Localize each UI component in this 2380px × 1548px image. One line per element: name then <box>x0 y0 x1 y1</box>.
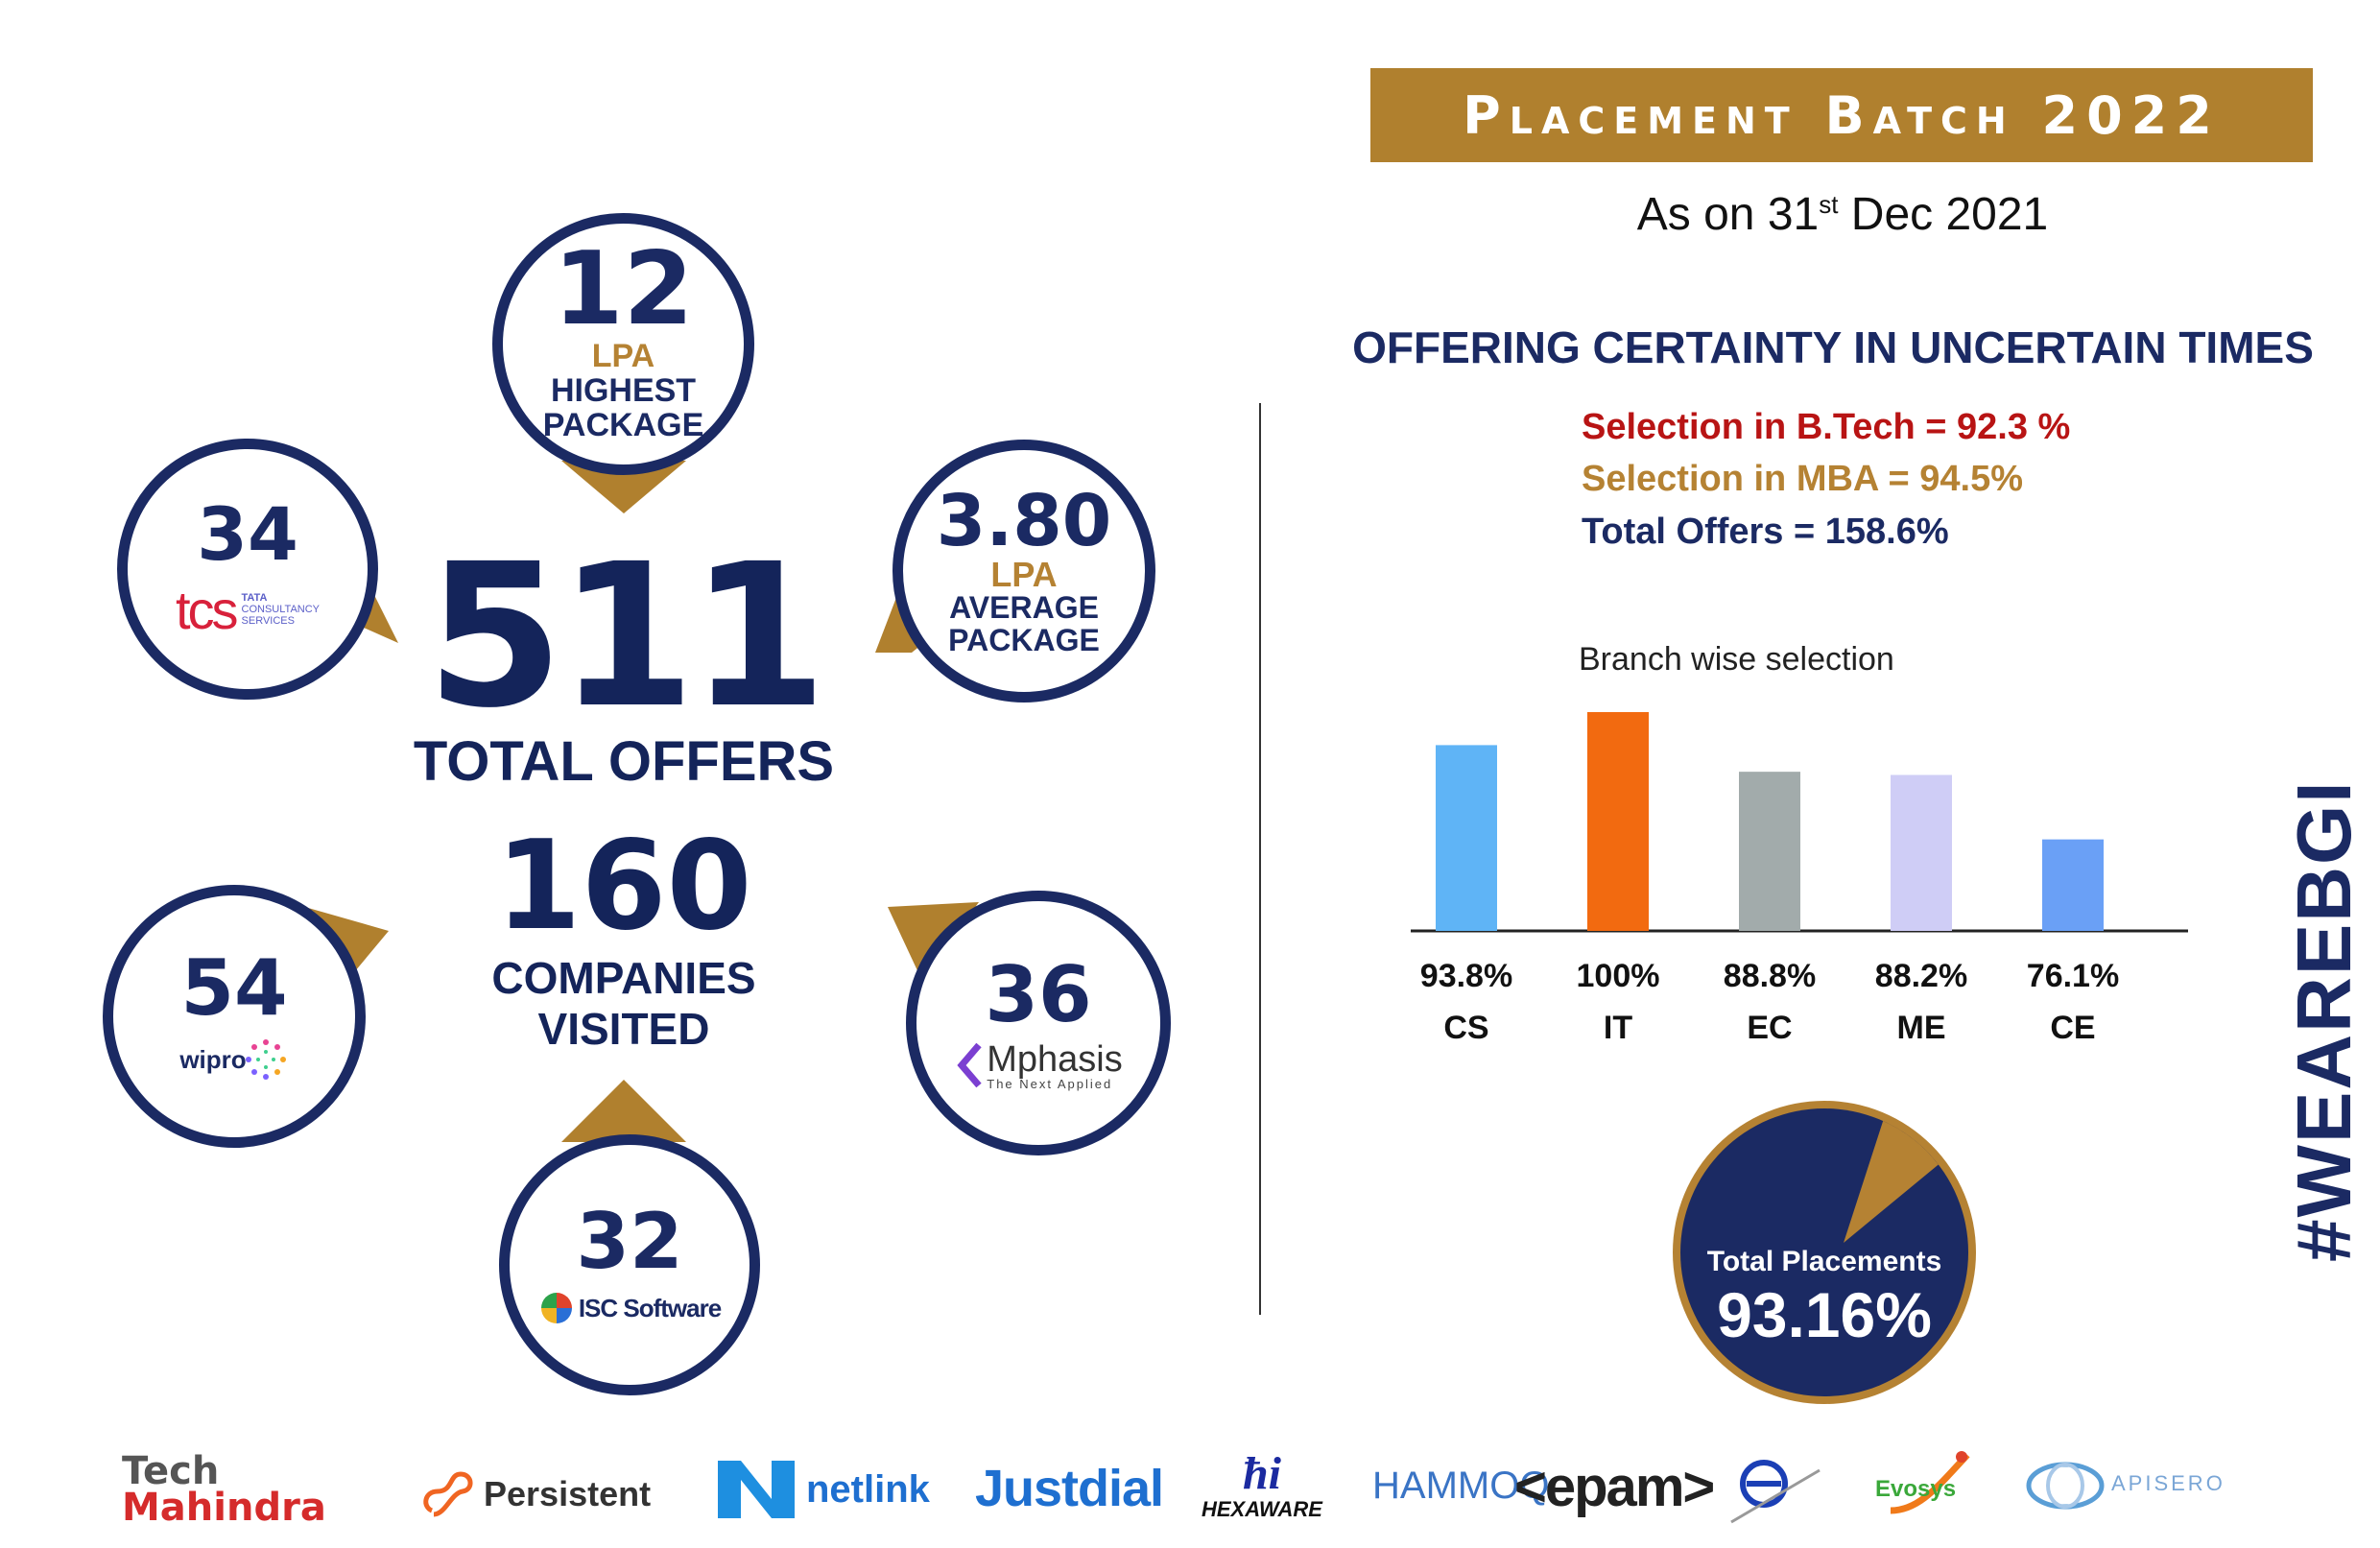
chart-category-labels: CS IT EC ME CE <box>1411 1010 2198 1058</box>
isc-circle: 32 ISC Software <box>499 1134 760 1395</box>
evosys-logo: Evosys <box>1862 1447 1977 1528</box>
wipro-circle: 54 wipro <box>103 885 366 1148</box>
bar-me <box>1891 774 1952 931</box>
tagline: OFFERING CERTAINTY IN UNCERTAIN TIMES <box>1352 322 2314 372</box>
total-offers-percent: Total Offers = 158.6% <box>1582 512 1949 552</box>
wipro-logo: wipro <box>179 1036 288 1083</box>
wipro-dots-icon <box>245 1039 286 1080</box>
mphasis-logo: Mphasis The Next Applied <box>954 1041 1123 1090</box>
tcs-circle: 34 tcs TATA CONSULTANCY SERVICES <box>117 439 378 700</box>
btech-selection: Selection in B.Tech = 92.3 % <box>1582 407 2071 447</box>
average-package-circle: 3.80 LPA AVERAGE PACKAGE <box>892 440 1155 703</box>
pointer-highest <box>561 461 686 513</box>
isc-logo: ISC Software <box>538 1290 722 1326</box>
persistent-logo: Persistent <box>420 1468 651 1520</box>
e-swoosh-logo <box>1727 1451 1823 1532</box>
persistent-loop-icon <box>423 1471 473 1517</box>
title-banner: Placement Batch 2022 <box>1370 68 2313 162</box>
epam-logo: <epam> <box>1514 1456 1715 1518</box>
apisero-globe-icon <box>2026 1462 2105 1510</box>
bar-value-label: 76.1% <box>2026 958 2120 994</box>
highest-package-circle: 12 LPA HIGHEST PACKAGE <box>492 213 754 475</box>
bar-category-label: ME <box>1896 1010 1946 1046</box>
banner-title: Placement Batch 2022 <box>1463 84 2221 146</box>
justdial-logo: Justdial <box>975 1460 1164 1517</box>
chart-value-labels: 93.8% 100% 88.8% 88.2% 76.1% <box>1411 958 2198 1006</box>
netlink-logo: netlink <box>712 1455 930 1524</box>
hexaware-hi-icon: ħi <box>1242 1448 1281 1499</box>
bar-value-label: 88.8% <box>1723 958 1817 994</box>
bar-category-label: CS <box>1443 1010 1489 1046</box>
companies-visited-label: COMPANIES VISITED <box>491 953 756 1054</box>
tech-mahindra-logo: Tech Mahindra <box>122 1449 326 1530</box>
total-offers-value: 511 <box>425 521 827 751</box>
apisero-logo: APISERO <box>2025 1455 2225 1512</box>
branch-bar-chart <box>1411 712 2188 933</box>
total-placements-pie <box>1673 1101 1976 1404</box>
hashtag: #WEAREBGI <box>2281 779 2367 1263</box>
chart-title: Branch wise selection <box>1579 641 1894 678</box>
as-on-date: As on 31st Dec 2021 <box>1636 189 2049 240</box>
bar-category-label: IT <box>1603 1010 1633 1046</box>
evosys-swirl-icon <box>1890 1451 1970 1514</box>
pie-value: 93.16% <box>1717 1279 1932 1350</box>
bar-value-label: 100% <box>1576 958 1660 994</box>
pie-remaining-slice <box>1844 1121 1939 1243</box>
isc-swirl-icon <box>540 1293 572 1323</box>
hammoq-logo: HAMMOQ <box>1372 1465 1550 1507</box>
bar-value-label: 88.2% <box>1874 958 1968 994</box>
pie-title: Total Placements <box>1706 1246 1942 1277</box>
bar-cs <box>1436 745 1497 931</box>
bar-ec <box>1739 772 1800 931</box>
bar-category-label: EC <box>1747 1010 1793 1046</box>
total-offers-label: TOTAL OFFERS <box>413 730 835 793</box>
mphasis-chevron-icon <box>957 1042 982 1088</box>
vertical-divider <box>1259 403 1261 1315</box>
mba-selection: Selection in MBA = 94.5% <box>1582 459 2024 499</box>
bar-it <box>1587 712 1649 931</box>
pointer-isc <box>561 1080 686 1142</box>
companies-visited-value: 160 <box>495 815 752 958</box>
netlink-n-icon <box>718 1461 795 1518</box>
bar-value-label: 93.8% <box>1419 958 1513 994</box>
mphasis-circle: 36 Mphasis The Next Applied <box>906 891 1171 1155</box>
bar-ce <box>2042 839 2104 931</box>
bar-category-label: CE <box>2050 1010 2096 1046</box>
e-swoosh-icon <box>1730 1460 1821 1524</box>
tcs-logo: tcs TATA CONSULTANCY SERVICES <box>175 579 321 640</box>
hexaware-logo: ħi HEXAWARE <box>1202 1448 1322 1522</box>
